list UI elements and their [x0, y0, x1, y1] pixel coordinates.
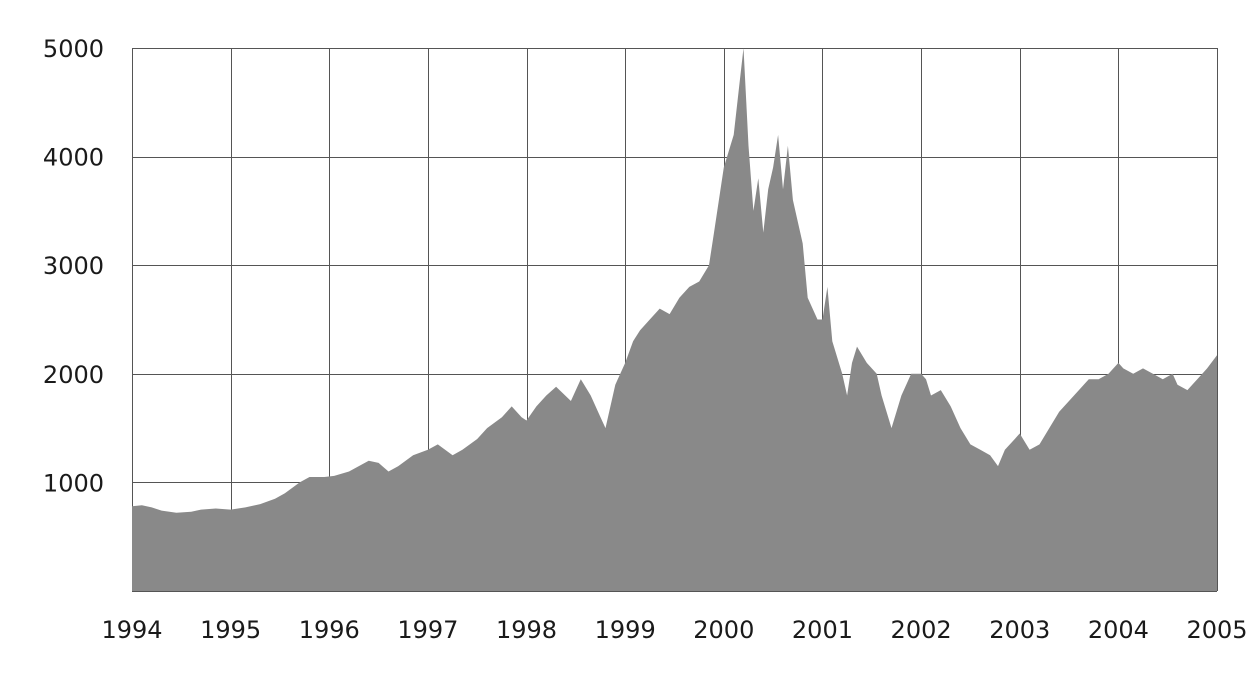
x-tick-label-2005: 2005 — [1186, 616, 1247, 644]
x-tick-label-2003: 2003 — [989, 616, 1050, 644]
y-axis-tick-labels: 1000 2000 3000 4000 5000 — [43, 35, 104, 497]
x-tick-label-2002: 2002 — [891, 616, 952, 644]
y-tick-label-3000: 3000 — [43, 252, 104, 280]
index-value-area — [132, 48, 1217, 591]
y-tick-label-4000: 4000 — [43, 144, 104, 172]
x-tick-label-1999: 1999 — [595, 616, 656, 644]
x-axis-tick-labels: 1994 1995 1996 1997 1998 1999 2000 2001 2002 2003… — [101, 616, 1247, 644]
x-tick-label-1996: 1996 — [299, 616, 360, 644]
y-tick-label-1000: 1000 — [43, 469, 104, 497]
x-tick-label-1997: 1997 — [397, 616, 458, 644]
x-tick-label-1995: 1995 — [200, 616, 261, 644]
x-tick-label-2001: 2001 — [792, 616, 853, 644]
y-tick-label-2000: 2000 — [43, 361, 104, 389]
x-tick-label-2000: 2000 — [693, 616, 754, 644]
x-tick-label-2004: 2004 — [1088, 616, 1149, 644]
x-tick-label-1994: 1994 — [101, 616, 162, 644]
y-tick-label-5000: 5000 — [43, 35, 104, 63]
x-tick-label-1998: 1998 — [496, 616, 557, 644]
